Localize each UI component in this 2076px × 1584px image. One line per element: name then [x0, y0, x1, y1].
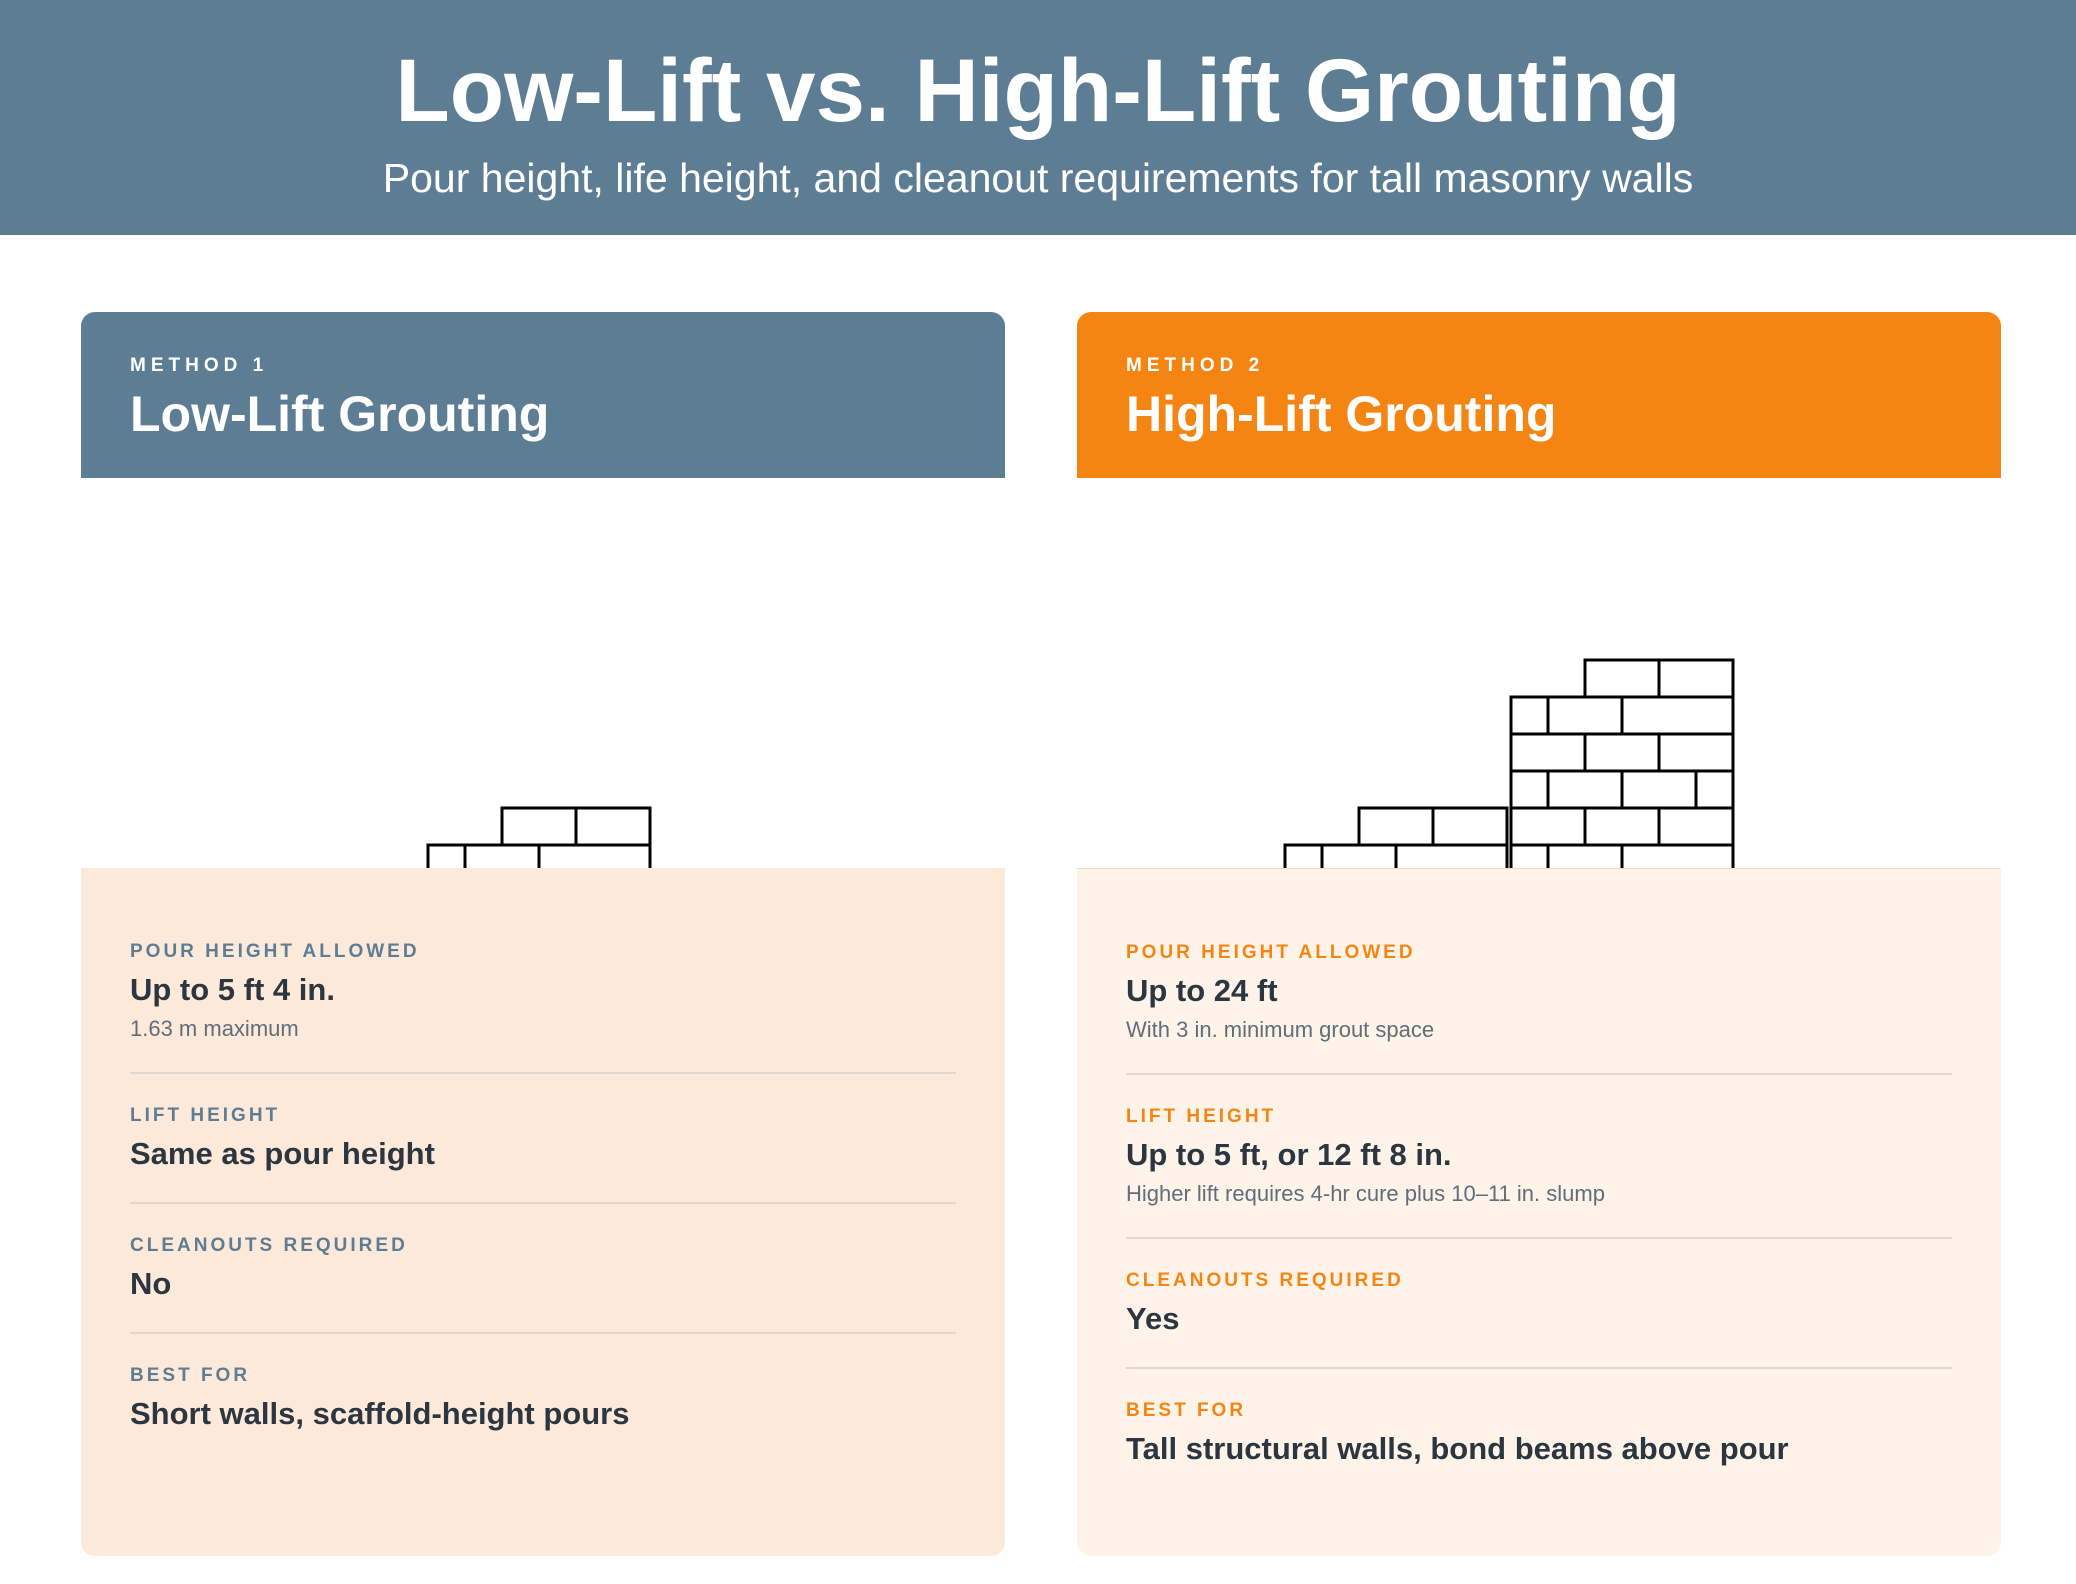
fact-label: CLEANOUTS REQUIRED — [130, 1235, 408, 1256]
facts-panel: POUR HEIGHT ALLOWED Up to 5 ft 4 in. 1.6… — [81, 868, 1005, 1556]
method-kicker: METHOD 2 — [1126, 355, 1265, 376]
fact-label: POUR HEIGHT ALLOWED — [130, 941, 420, 962]
method-card-low-lift: METHOD 1 Low-Lift Grouting — [81, 312, 1005, 1556]
brick-wall-icon — [426, 806, 652, 868]
fact-value: Up to 5 ft, or 12 ft 8 in. — [1126, 1137, 1452, 1172]
header-banner: Low-Lift vs. High-Lift Grouting Pour hei… — [0, 0, 2076, 235]
fact-note: 1.63 m maximum — [130, 1016, 299, 1041]
card-header: METHOD 1 Low-Lift Grouting — [81, 312, 1005, 478]
fact-lift-height: LIFT HEIGHT Up to 5 ft, or 12 ft 8 in. H… — [1126, 1075, 1952, 1239]
method-kicker: METHOD 1 — [130, 355, 269, 376]
page-title: Low-Lift vs. High-Lift Grouting — [395, 40, 1681, 140]
fact-label: LIFT HEIGHT — [130, 1105, 281, 1126]
facts-panel: POUR HEIGHT ALLOWED Up to 24 ft With 3 i… — [1077, 868, 2001, 1556]
card-header: METHOD 2 High-Lift Grouting — [1077, 312, 2001, 478]
tall-brick-wall-icon — [1283, 658, 1735, 868]
fact-best-for: BEST FOR Tall structural walls, bond bea… — [1126, 1369, 1952, 1469]
fact-value: Yes — [1126, 1301, 1180, 1336]
fact-value: Same as pour height — [130, 1136, 435, 1171]
fact-label: BEST FOR — [1126, 1400, 1247, 1421]
fact-cleanouts: CLEANOUTS REQUIRED No — [130, 1204, 956, 1334]
method-name: High-Lift Grouting — [1126, 386, 1557, 442]
fact-list: POUR HEIGHT ALLOWED Up to 24 ft With 3 i… — [1126, 941, 1952, 1469]
fact-label: POUR HEIGHT ALLOWED — [1126, 942, 1416, 963]
fact-note: Higher lift requires 4-hr cure plus 10–1… — [1126, 1181, 1605, 1206]
fact-value: Tall structural walls, bond beams above … — [1126, 1431, 1789, 1466]
fact-label: LIFT HEIGHT — [1126, 1106, 1277, 1127]
fact-label: BEST FOR — [130, 1365, 251, 1386]
wall-illustration-high — [1077, 478, 2001, 868]
fact-value: No — [130, 1266, 172, 1301]
fact-value: Short walls, scaffold-height pours — [130, 1396, 630, 1431]
method-card-high-lift: METHOD 2 High-Lift Grouting — [1077, 312, 2001, 1556]
fact-best-for: BEST FOR Short walls, scaffold-height po… — [130, 1334, 956, 1434]
fact-label: CLEANOUTS REQUIRED — [1126, 1270, 1404, 1291]
page-subtitle: Pour height, life height, and cleanout r… — [382, 155, 1694, 201]
method-name: Low-Lift Grouting — [130, 386, 550, 442]
fact-value: Up to 5 ft 4 in. — [130, 972, 335, 1007]
fact-lift-height: LIFT HEIGHT Same as pour height — [130, 1074, 956, 1204]
fact-note: With 3 in. minimum grout space — [1126, 1017, 1435, 1042]
fact-cleanouts: CLEANOUTS REQUIRED Yes — [1126, 1239, 1952, 1369]
wall-illustration-low — [81, 478, 1005, 868]
fact-pour-height: POUR HEIGHT ALLOWED Up to 24 ft With 3 i… — [1126, 941, 1952, 1075]
fact-list: POUR HEIGHT ALLOWED Up to 5 ft 4 in. 1.6… — [130, 940, 956, 1434]
fact-value: Up to 24 ft — [1126, 973, 1278, 1008]
fact-pour-height: POUR HEIGHT ALLOWED Up to 5 ft 4 in. 1.6… — [130, 940, 956, 1074]
